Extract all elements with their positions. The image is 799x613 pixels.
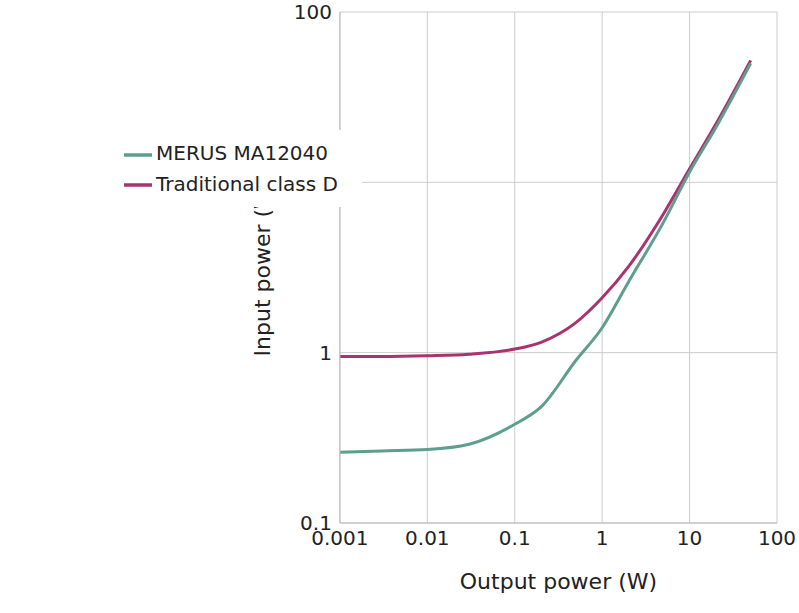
svg-text:0.01: 0.01 (405, 526, 450, 550)
svg-text:0.1: 0.1 (499, 526, 531, 550)
svg-text:100: 100 (294, 0, 332, 24)
svg-text:Input power (W): Input power (W) (250, 179, 275, 357)
svg-text:1: 1 (319, 341, 332, 365)
svg-text:100: 100 (758, 526, 791, 550)
svg-text:10: 10 (677, 526, 702, 550)
svg-text:Output power (W): Output power (W) (460, 569, 657, 594)
svg-text:10: 10 (306, 170, 331, 194)
svg-text:0.1: 0.1 (300, 511, 332, 535)
svg-text:1: 1 (596, 526, 609, 550)
